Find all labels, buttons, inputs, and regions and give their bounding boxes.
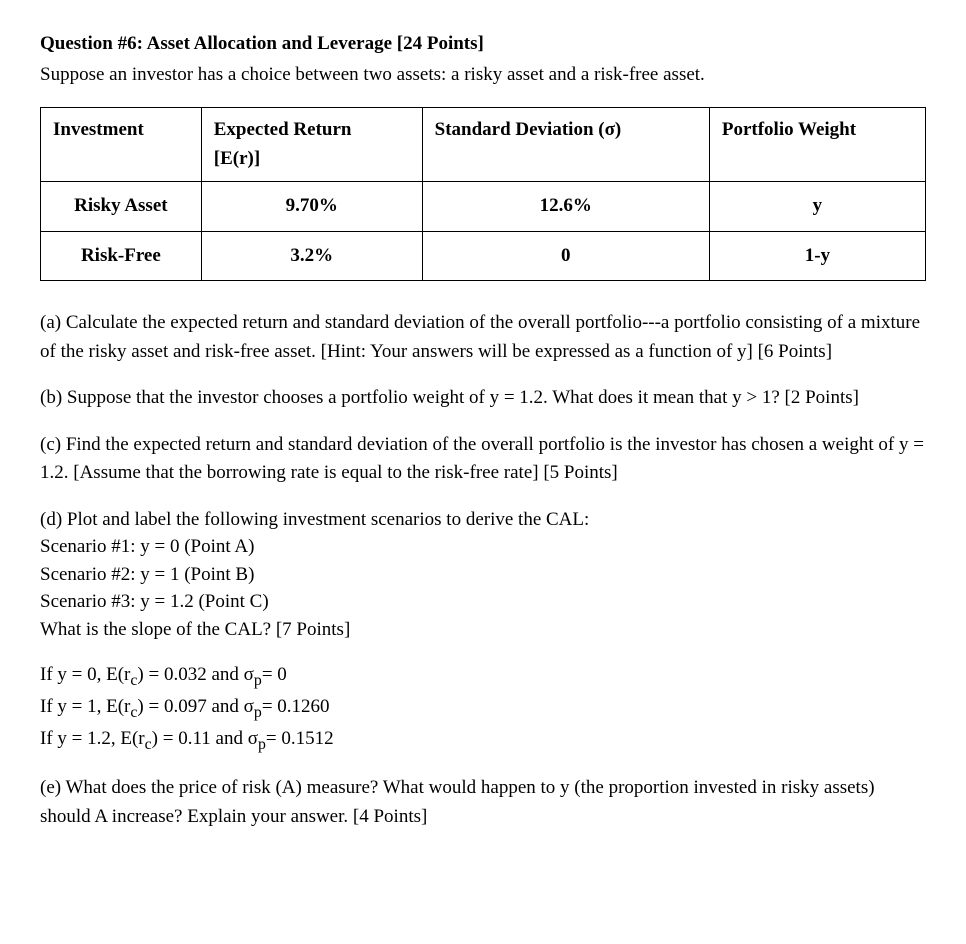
table-row: Risk-Free 3.2% 0 1-y: [41, 231, 926, 281]
calc-text: If y = 1.2, E(r: [40, 728, 145, 749]
cell-expected-return: 9.70%: [201, 182, 422, 232]
subscript-p: p: [258, 736, 266, 753]
subscript-c: c: [145, 736, 152, 753]
intro-text: Suppose an investor has a choice between…: [40, 61, 926, 90]
cell-std-dev: 0: [422, 231, 709, 281]
calculations: If y = 0, E(rc) = 0.032 and σp= 0 If y =…: [40, 661, 926, 756]
calc-text: If y = 1, E(r: [40, 696, 130, 717]
table-row: Risky Asset 9.70% 12.6% y: [41, 182, 926, 232]
table-header-row: Investment Expected Return [E(r)] Standa…: [41, 108, 926, 182]
part-d-intro: (d) Plot and label the following investm…: [40, 506, 926, 534]
calc-text: = 0.1260: [262, 696, 330, 717]
part-d-scenario2: Scenario #2: y = 1 (Point B): [40, 561, 926, 589]
calc-line-2: If y = 1, E(rc) = 0.097 and σp= 0.1260: [40, 693, 926, 725]
part-e: (e) What does the price of risk (A) meas…: [40, 774, 926, 831]
part-d-scenario1: Scenario #1: y = 0 (Point A): [40, 533, 926, 561]
header-expected-return: Expected Return [E(r)]: [201, 108, 422, 182]
calc-line-1: If y = 0, E(rc) = 0.032 and σp= 0: [40, 661, 926, 693]
calc-text: If y = 0, E(r: [40, 664, 130, 685]
header-weight: Portfolio Weight: [709, 108, 925, 182]
header-expected-return-line1: Expected Return: [214, 119, 352, 140]
calc-text: = 0.1512: [266, 728, 334, 749]
cell-std-dev: 12.6%: [422, 182, 709, 232]
asset-table: Investment Expected Return [E(r)] Standa…: [40, 107, 926, 281]
subscript-p: p: [254, 672, 262, 689]
header-std-dev: Standard Deviation (σ): [422, 108, 709, 182]
cell-weight: y: [709, 182, 925, 232]
part-b: (b) Suppose that the investor chooses a …: [40, 384, 926, 413]
cell-weight: 1-y: [709, 231, 925, 281]
calc-text: = 0: [262, 664, 287, 685]
subscript-p: p: [254, 704, 262, 721]
header-investment: Investment: [41, 108, 202, 182]
calc-text: ) = 0.11 and σ: [152, 728, 258, 749]
cell-investment: Risky Asset: [41, 182, 202, 232]
cell-investment: Risk-Free: [41, 231, 202, 281]
cell-expected-return: 3.2%: [201, 231, 422, 281]
calc-text: ) = 0.032 and σ: [137, 664, 253, 685]
part-d: (d) Plot and label the following investm…: [40, 506, 926, 644]
part-c: (c) Find the expected return and standar…: [40, 431, 926, 488]
part-a: (a) Calculate the expected return and st…: [40, 309, 926, 366]
question-heading: Question #6: Asset Allocation and Levera…: [40, 30, 926, 59]
calc-text: ) = 0.097 and σ: [137, 696, 253, 717]
part-d-slope-question: What is the slope of the CAL? [7 Points]: [40, 616, 926, 644]
header-expected-return-line2: [E(r)]: [214, 148, 260, 169]
calc-line-3: If y = 1.2, E(rc) = 0.11 and σp= 0.1512: [40, 725, 926, 757]
part-d-scenario3: Scenario #3: y = 1.2 (Point C): [40, 588, 926, 616]
